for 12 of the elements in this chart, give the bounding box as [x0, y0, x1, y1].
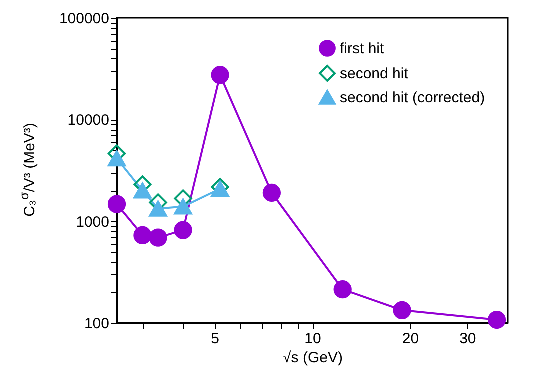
- x-tick-label: 10: [304, 330, 322, 348]
- x-tick-label: 5: [211, 330, 220, 348]
- x-tick-label: 20: [402, 330, 420, 348]
- y-tick-label: 10000: [68, 112, 110, 130]
- y-tick-label: 100: [84, 316, 110, 332]
- x-tick-label: 30: [460, 330, 476, 348]
- x-axis-title: √s (GeV): [283, 350, 343, 366]
- legend-label: first hit: [340, 40, 386, 58]
- y-tick-label: 1000: [76, 214, 110, 231]
- legend-label: second hit: [340, 66, 410, 82]
- y-tick-label: 100000: [59, 10, 110, 28]
- legend-label: second hit (corrected): [340, 90, 486, 106]
